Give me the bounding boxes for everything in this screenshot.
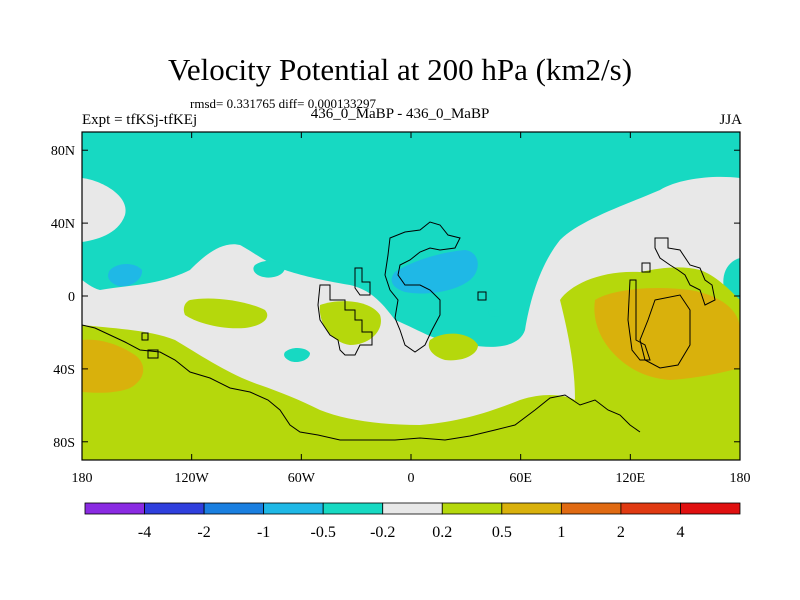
coastline-australia: [639, 294, 691, 369]
y-tick-label: 80N: [51, 144, 75, 159]
colorbar-label: -0.5: [311, 524, 336, 541]
x-tick-label: 120E: [616, 471, 646, 486]
x-tick-label: 60E: [509, 471, 532, 486]
chart-title: Velocity Potential at 200 hPa (km2/s): [167, 52, 633, 87]
field-atlantic-green: [319, 301, 381, 345]
coastline-europe-africa: [384, 221, 461, 353]
field-pacific-green: [183, 298, 268, 329]
field-neutral-west-notch: [82, 178, 126, 242]
coastline-antarctica: [81, 324, 641, 441]
field-indo-pacific-orange: [594, 288, 740, 380]
y-tick-label: 80S: [53, 436, 75, 451]
colorbar-swatch: [680, 502, 741, 515]
colorbar-swatch: [263, 502, 324, 515]
field-southern-green: [82, 267, 740, 460]
colorbar-label: -4: [138, 524, 151, 541]
colorbar-label: 0.2: [432, 524, 452, 541]
field-cyan-blob-south: [284, 347, 310, 363]
field-africa-green: [428, 333, 478, 361]
field-northern-cyan: [82, 132, 740, 347]
colorbar-label: -2: [197, 524, 210, 541]
x-tick-label: 180: [730, 471, 751, 486]
cases-label: 436_0_MaBP - 436_0_MaBP: [310, 106, 490, 122]
axis-ticks: [81, 132, 741, 460]
colorbar-label: -0.2: [370, 524, 395, 541]
colorbar-swatch: [203, 502, 265, 515]
colorbar-swatch: [441, 502, 503, 515]
field-blue-minimum-pacific: [108, 264, 143, 287]
colorbar-swatch: [322, 502, 384, 515]
field-south-pacific-orange: [82, 339, 144, 393]
field-cyan-blob-west: [253, 260, 285, 278]
y-tick-label: 40N: [51, 217, 75, 232]
colorbar-swatch: [620, 502, 681, 515]
y-tick-label: 0: [68, 290, 75, 305]
axis-labels: 180 120W 60W 0 60E 120E 180 80N 40N 0 40S 80S: [51, 144, 751, 486]
stats-line: rmsd= 0.331765 diff= 0.000133297: [190, 96, 376, 111]
coastlines: [81, 221, 716, 441]
field-blue-minimum-africa: [391, 250, 478, 294]
coastline-pacific-islands: [141, 262, 651, 359]
colorbar-swatch: [560, 502, 622, 515]
colorbar: -4 -2 -1 -0.5 -0.2 0.2 0.5 1 2 4: [84, 502, 741, 541]
colorbar-label: 2: [617, 524, 625, 541]
colorbar-label: 4: [676, 524, 684, 541]
colorbar-label: 1: [557, 524, 565, 541]
experiment-label: Expt = tfKSj-tfKEj: [82, 112, 198, 128]
x-tick-label: 180: [72, 471, 93, 486]
colorbar-swatch: [501, 502, 562, 515]
coastline-south-america: [317, 284, 373, 356]
colorbar-label: 0.5: [492, 524, 512, 541]
colorbar-swatch: [144, 502, 205, 515]
colorbar-swatch: [84, 502, 145, 515]
colorbar-label: -1: [257, 524, 270, 541]
x-tick-label: 120W: [175, 471, 210, 486]
season-label: JJA: [719, 112, 742, 128]
coastline-indonesia: [627, 279, 651, 361]
contour-field: [82, 132, 740, 460]
field-cyan-blob-equator: [488, 309, 502, 317]
x-tick-label: 60W: [288, 471, 316, 486]
coastline-asia: [654, 237, 716, 306]
coastline-north-america: [354, 267, 371, 296]
x-tick-label: 0: [408, 471, 415, 486]
y-tick-label: 40S: [53, 363, 75, 378]
colorbar-swatch: [382, 502, 443, 515]
